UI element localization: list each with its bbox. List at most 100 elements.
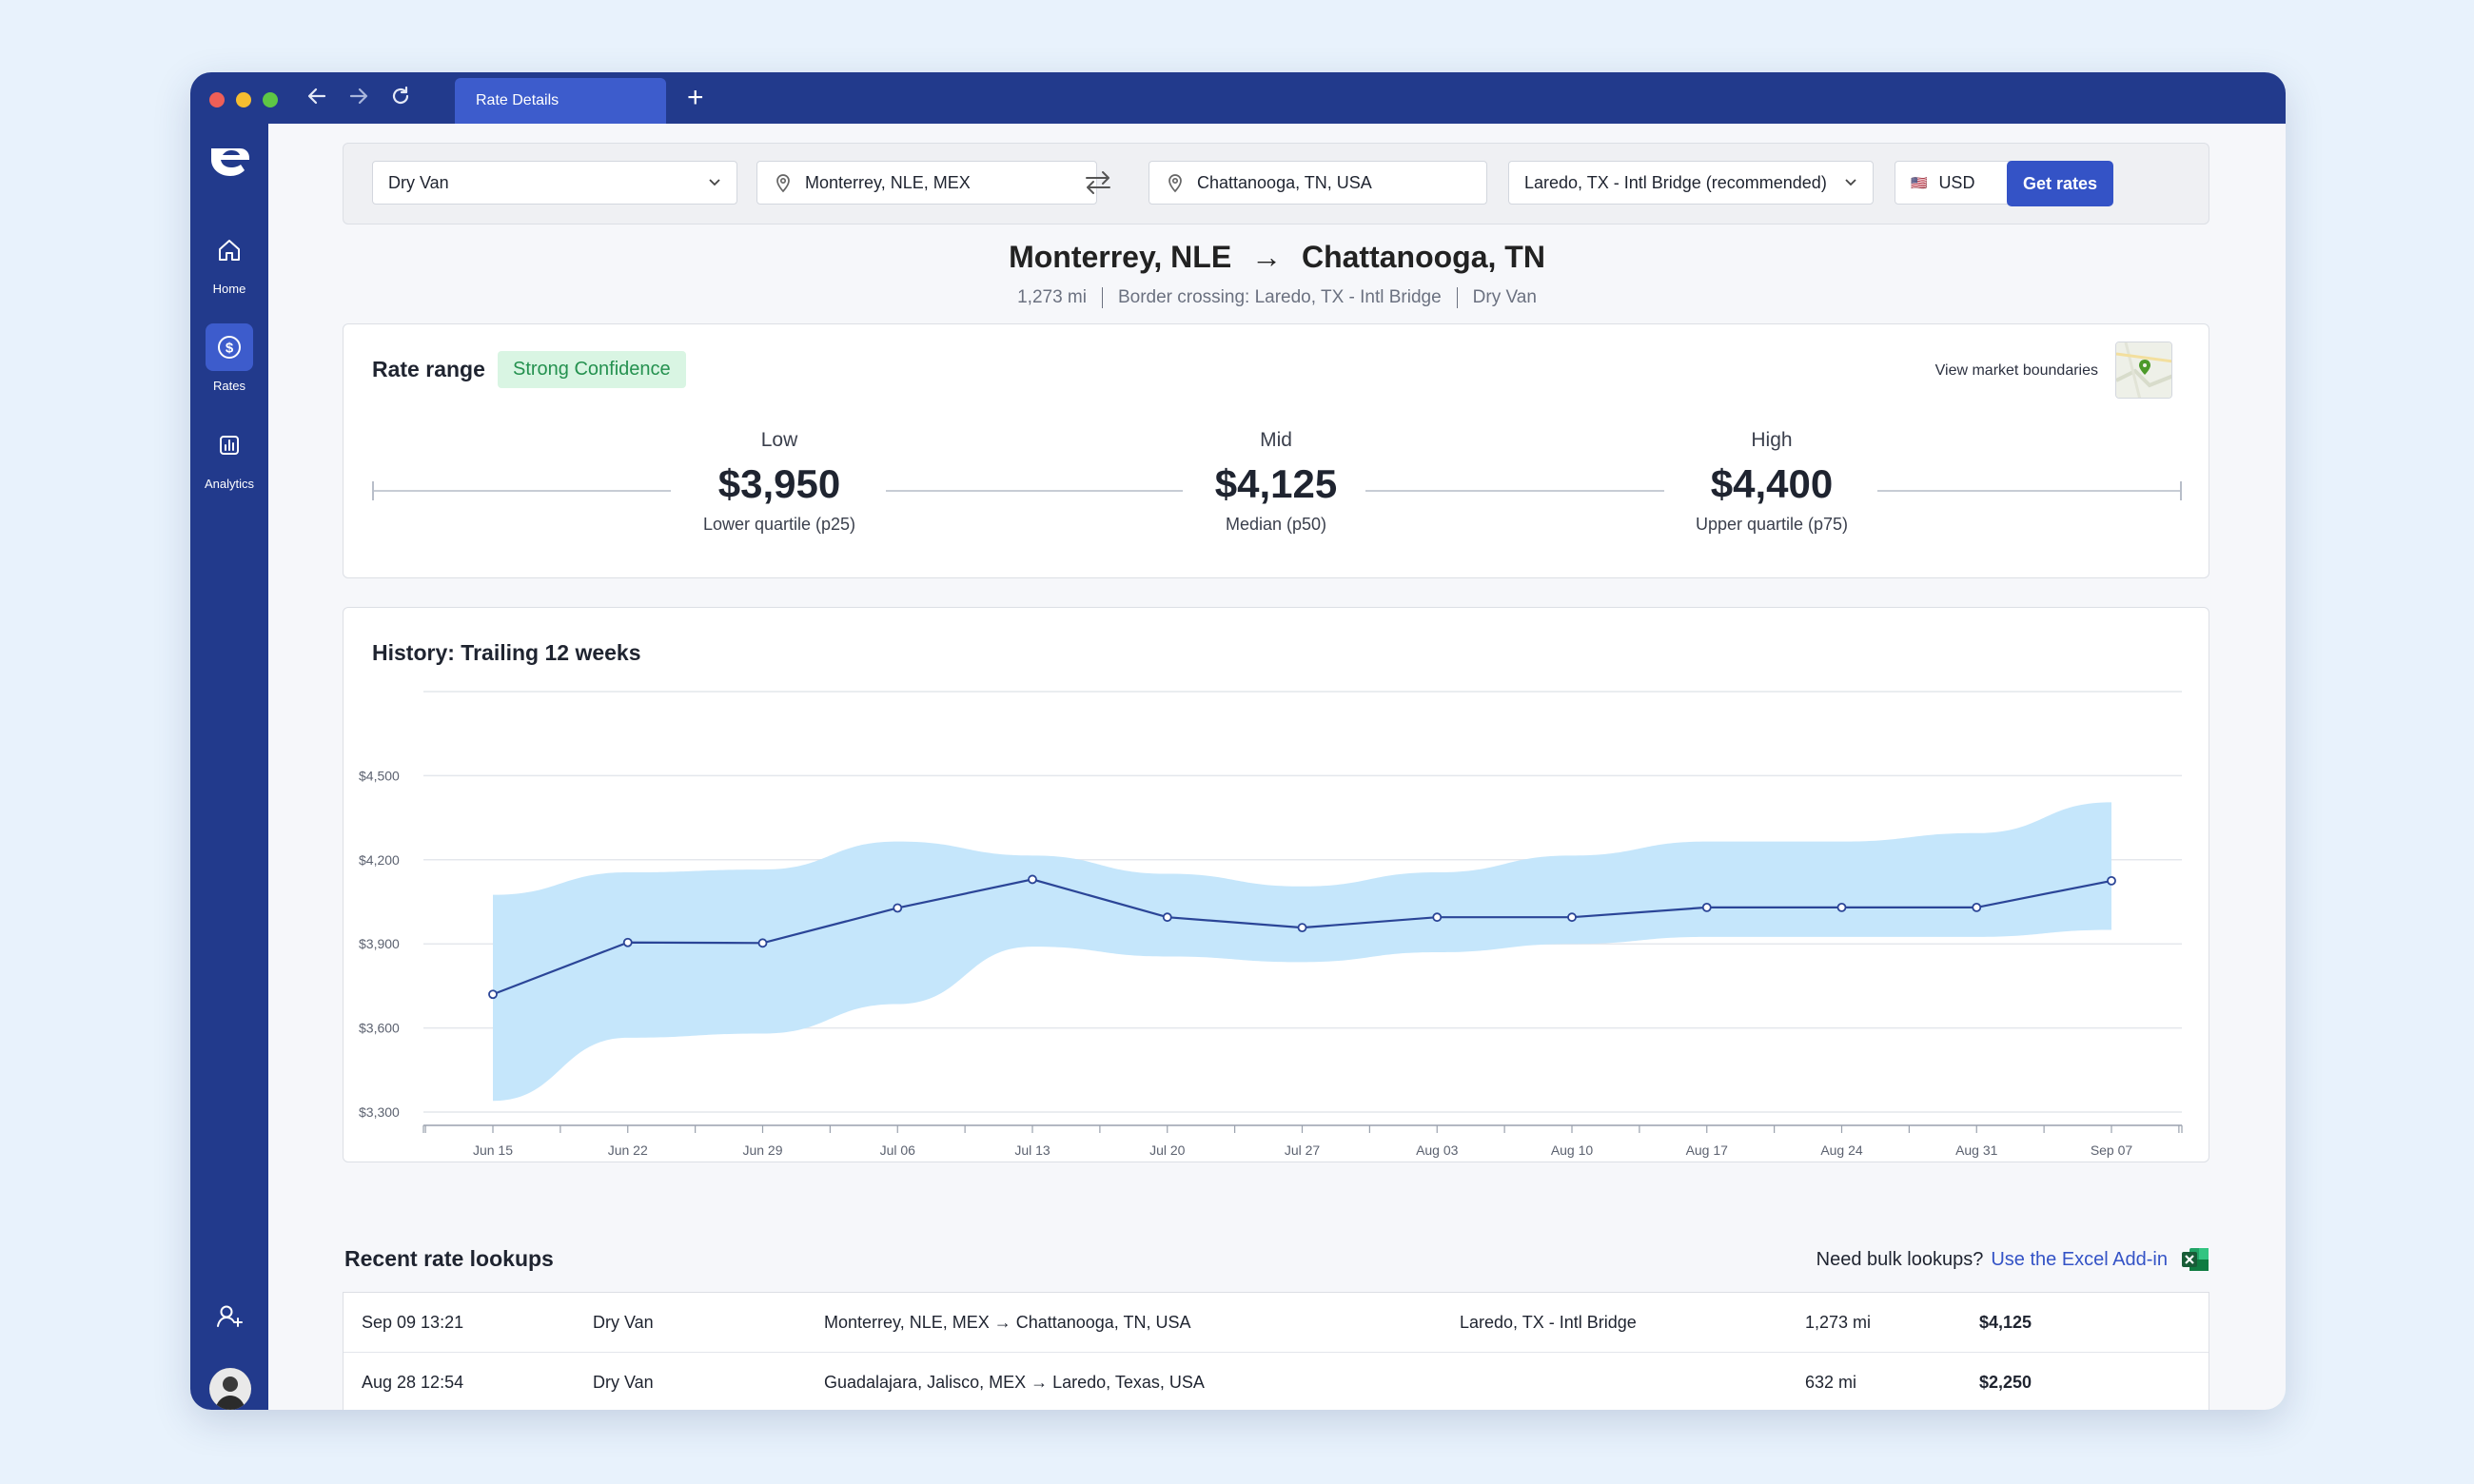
avatar[interactable] [209,1368,251,1410]
x-tick-label: Aug 10 [1551,1142,1594,1158]
y-tick-label: $3,300 [359,1104,400,1120]
maximize-window-button[interactable] [263,92,278,107]
dollar-circle-icon: $ [206,323,253,371]
data-point [1972,902,1982,912]
bulk-lookups-promo: Need bulk lookups? Use the Excel Add-in [1816,1246,2209,1273]
rate-range-card: Rate range Strong Confidence View market… [343,323,2209,578]
excel-icon[interactable] [2181,1246,2209,1273]
rate-range-band [493,802,2111,1102]
y-tick-label: $4,200 [359,852,400,868]
x-tick-label: Jul 13 [1014,1142,1050,1158]
route-details: 1,273 mi Border crossing: Laredo, TX - In… [268,287,2286,308]
bulk-lookups-text: Need bulk lookups? [1816,1248,1984,1270]
rate-mid: Mid $4,125 Median (p50) [1152,429,1400,535]
row-date: Aug 28 12:54 [362,1373,464,1392]
row-border: Laredo, TX - Intl Bridge [1460,1313,1637,1332]
table-row[interactable]: Aug 28 12:54 Dry Van Guadalajara, Jalisc… [344,1353,2209,1410]
recent-lookups-table: Sep 09 13:21 Dry Van Monterrey, NLE, MEX… [343,1292,2209,1410]
row-route: Monterrey, NLE, MEX → Chattanooga, TN, U… [824,1313,1191,1332]
market-map-thumbnail[interactable] [2115,342,2172,399]
range-line [886,490,1183,492]
confidence-badge: Strong Confidence [498,351,686,388]
data-point [622,937,633,947]
y-tick-label: $3,600 [359,1021,400,1036]
equipment-value: Dry Van [388,172,449,192]
home-icon [206,226,253,274]
border-crossing-select[interactable]: Laredo, TX - Intl Bridge (recommended) [1508,161,1874,205]
currency-value: USD [1938,172,1975,192]
range-right-tick [2180,481,2182,500]
row-date: Sep 09 13:21 [362,1313,464,1332]
x-tick-label: Aug 31 [1955,1142,1998,1158]
x-tick-label: Aug 24 [1820,1142,1863,1158]
destination-input[interactable]: Chattanooga, TN, USA [1149,161,1487,205]
data-point [1297,923,1307,933]
sidebar-item-rates[interactable]: $ Rates [190,323,268,393]
location-pin-icon [776,174,790,193]
tab-rate-details[interactable]: Rate Details [455,78,666,124]
history-title: History: Trailing 12 weeks [372,640,641,665]
excel-addin-link[interactable]: Use the Excel Add-in [1991,1248,2168,1270]
y-tick-label: $3,900 [359,936,400,951]
chevron-down-icon [708,175,721,190]
x-tick-label: Jun 22 [608,1142,648,1158]
add-user-icon[interactable] [213,1300,245,1333]
bar-chart-icon [206,421,253,469]
route-destination: Chattanooga, TN [1301,240,1545,274]
row-equipment: Dry Van [593,1313,654,1332]
data-point [1701,902,1712,912]
row-rate: $4,125 [1979,1313,2032,1332]
new-tab-button[interactable]: + [687,82,704,113]
rate-high-label: High [1751,429,1793,451]
route-equipment: Dry Van [1472,287,1537,308]
close-window-button[interactable] [209,92,225,107]
swap-route-icon[interactable] [1082,168,1114,197]
route-origin: Monterrey, NLE [1009,240,1232,274]
x-tick-label: Aug 03 [1416,1142,1459,1158]
minimize-window-button[interactable] [236,92,251,107]
sidebar-item-label: Rates [213,379,245,393]
forward-arrow-icon[interactable] [344,86,373,114]
border-crossing-value: Laredo, TX - Intl Bridge (recommended) [1524,172,1827,192]
origin-input[interactable]: Monterrey, NLE, MEX [756,161,1097,205]
route-title: Monterrey, NLE → Chattanooga, TN [268,240,2286,275]
x-tick-label: Sep 07 [2091,1142,2133,1158]
rate-high-sub: Upper quartile (p75) [1695,515,1849,534]
equipment-select[interactable]: Dry Van [372,161,737,205]
app-logo[interactable] [206,143,253,181]
destination-value: Chattanooga, TN, USA [1197,172,1372,192]
data-point [1836,902,1847,912]
range-line [374,490,671,492]
origin-value: Monterrey, NLE, MEX [805,172,971,192]
sidebar-item-home[interactable]: Home [190,226,268,296]
row-equipment: Dry Van [593,1373,654,1392]
rate-high: High $4,400 Upper quartile (p75) [1648,429,1895,535]
back-arrow-icon[interactable] [303,86,331,114]
range-left-tick [372,481,374,500]
range-line [1365,490,1664,492]
sidebar-item-analytics[interactable]: Analytics [190,421,268,491]
x-tick-label: Jun 29 [742,1142,782,1158]
history-card: History: Trailing 12 weeks $3,300 $3,600 $… [343,607,2209,1162]
x-tick-label: Jul 20 [1149,1142,1186,1158]
us-flag-icon: 🇺🇸 [1911,174,1928,190]
row-route: Guadalajara, Jalisco, MEX → Laredo, Texa… [824,1373,1205,1392]
view-market-boundaries-link[interactable]: View market boundaries [1934,362,2098,379]
row-distance: 632 mi [1805,1373,1857,1392]
title-bar: Rate Details + [190,72,2286,124]
sidebar-item-label: Home [212,282,246,296]
history-chart: $3,300 $3,600 $3,900 $4,200 $4,500 Jun 15 Jun … [359,691,2183,1158]
table-row[interactable]: Sep 09 13:21 Dry Van Monterrey, NLE, MEX… [344,1293,2209,1353]
chevron-down-icon [1844,175,1857,190]
x-tick-label: Jul 27 [1285,1142,1321,1158]
row-distance: 1,273 mi [1805,1313,1872,1332]
reload-icon[interactable] [386,86,415,114]
data-point [1567,912,1577,923]
get-rates-button[interactable]: Get rates [2007,161,2113,206]
rate-mid-value: $4,125 [1214,461,1338,506]
x-tick-label: Jul 06 [880,1142,916,1158]
rate-search-bar: Dry Van Monterrey, NLE, MEX Chattanooga,… [343,143,2209,225]
location-pin-icon [1168,174,1182,193]
data-point [1432,912,1443,923]
row-rate: $2,250 [1979,1373,2032,1392]
